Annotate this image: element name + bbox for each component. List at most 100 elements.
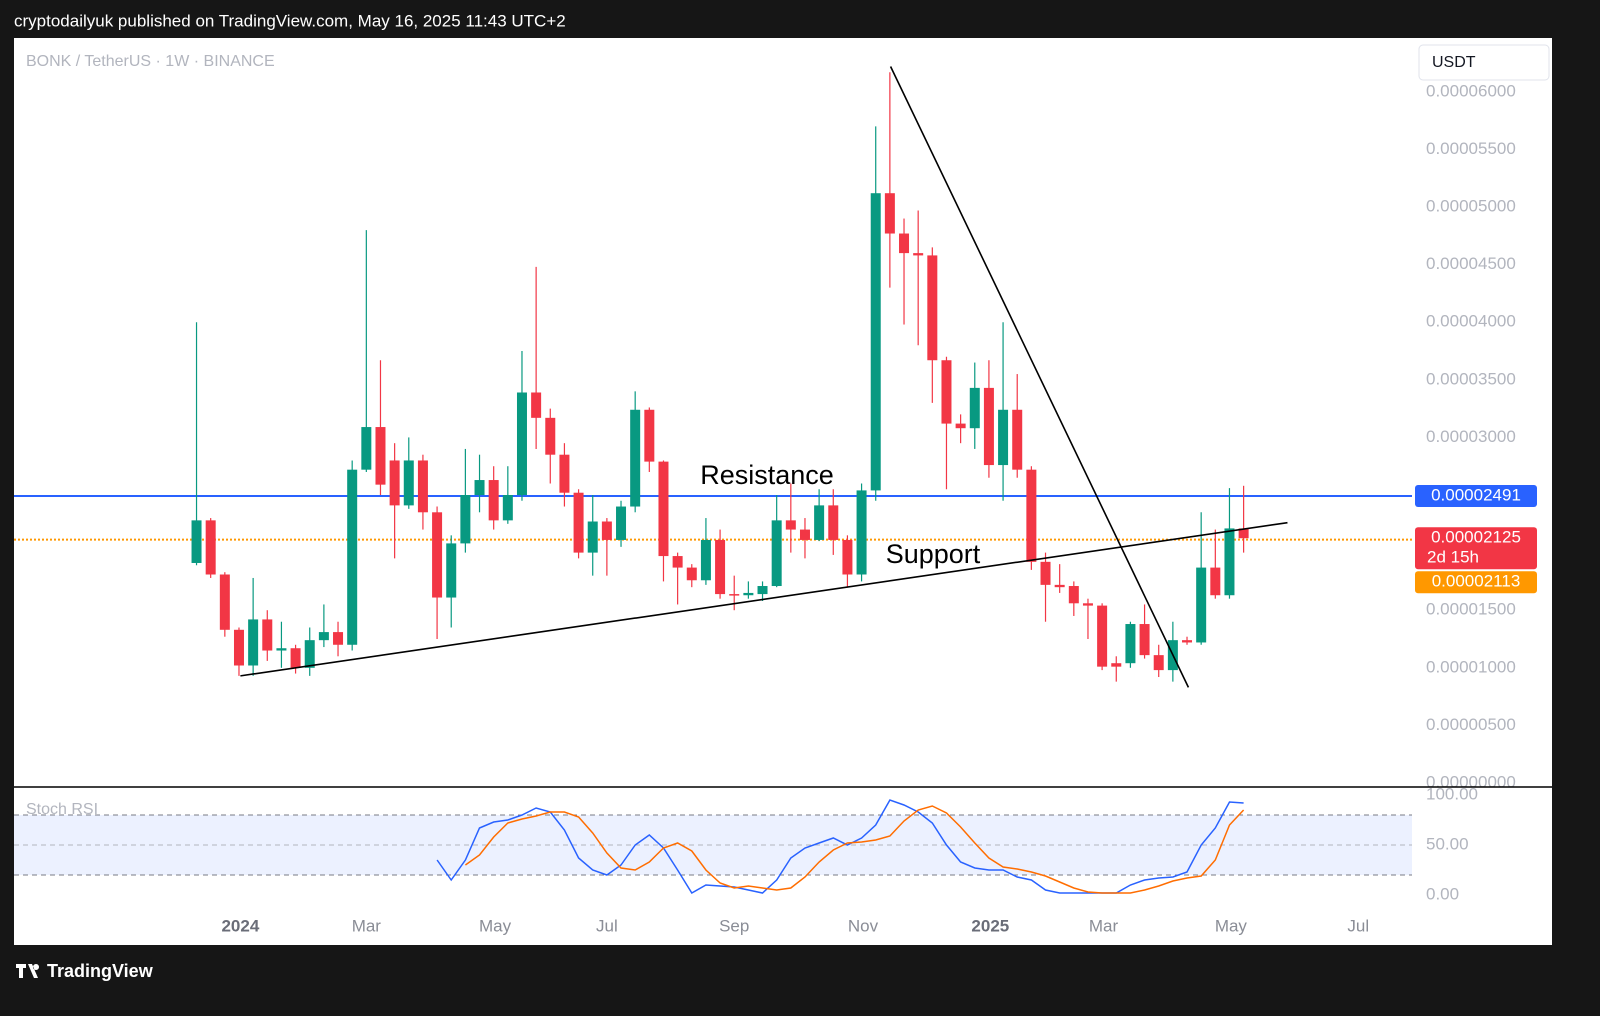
candle-body (828, 505, 839, 540)
candle-body (1224, 528, 1235, 596)
candle-body (799, 529, 810, 540)
line-price-box (1415, 485, 1537, 508)
candle-body (375, 427, 386, 485)
chart-panel (14, 38, 1552, 945)
candle-body (729, 594, 740, 596)
indicator-title: Stoch RSI (26, 801, 98, 818)
candle-body (672, 556, 683, 568)
candle-body (616, 506, 627, 540)
candle-body (1196, 567, 1207, 643)
candle-body (531, 392, 542, 418)
candle-body (233, 629, 244, 666)
line-price-box (1415, 571, 1537, 594)
candle-body (842, 539, 853, 575)
candle-body (941, 360, 952, 424)
candle-body (1097, 605, 1108, 667)
y-tick-label: 0.00000500 (1426, 715, 1516, 734)
candle-body (771, 520, 782, 587)
y-tick-label: 50.00 (1426, 834, 1469, 853)
currency-button[interactable] (1418, 44, 1550, 81)
y-tick-label: 0.00001500 (1426, 600, 1516, 619)
x-tick-label: 2024 (221, 916, 259, 935)
candle-body (757, 586, 768, 595)
y-tick-label: 0.00004500 (1426, 254, 1516, 273)
candle-body (573, 492, 584, 553)
candle-body (290, 648, 301, 668)
candle-body (262, 619, 273, 651)
stoch-line (464, 805, 1245, 894)
candle-body (814, 505, 825, 540)
candle-body (955, 423, 966, 429)
candle-body (502, 495, 513, 521)
candle-body (587, 521, 598, 553)
candle-body (1210, 567, 1221, 596)
candle-body (304, 640, 315, 668)
y-tick-label: 0.00001000 (1426, 657, 1516, 676)
candle-body (432, 512, 443, 598)
candle-body (389, 460, 400, 506)
candle-body (1238, 528, 1249, 539)
candle-body (347, 469, 358, 645)
candle-body (601, 521, 612, 540)
candle-body (743, 592, 754, 596)
candle-body (884, 193, 895, 234)
candle-body (1139, 624, 1150, 656)
candle-body (545, 417, 556, 455)
candle-body (1111, 663, 1122, 667)
y-tick-label: 0.00003000 (1426, 427, 1516, 446)
y-tick-label: 100.00 (1426, 784, 1478, 803)
stoch-pane (14, 799, 1412, 895)
y-tick-label: 0.00 (1426, 884, 1459, 903)
candle-body (998, 409, 1009, 466)
x-tick-label: Sep (719, 916, 749, 935)
candle-body (644, 409, 655, 462)
x-tick-label: Mar (352, 916, 382, 935)
x-tick-label: Jul (1347, 916, 1369, 935)
annotation: Resistance (700, 460, 834, 490)
candle-body (927, 255, 938, 361)
y-tick-label: 0.00004000 (1426, 312, 1516, 331)
line-price-label: 0.00002113 (1432, 572, 1521, 591)
logo-icon (16, 964, 40, 978)
candle-body (856, 490, 867, 575)
candle-body (488, 480, 499, 521)
candle-body (446, 543, 457, 598)
candle-body (1040, 561, 1051, 585)
candle-body (276, 648, 287, 651)
candle-body (1153, 655, 1164, 671)
candle-body (1026, 469, 1037, 562)
y-tick-label: 0.00005500 (1426, 139, 1516, 158)
candle-body (403, 460, 414, 506)
footer-logo: TradingView (16, 961, 154, 981)
candle-body (474, 480, 485, 496)
candle-body (191, 520, 202, 563)
countdown-label: 2d 15h (1427, 548, 1479, 567)
currency-label[interactable]: USDT (1432, 54, 1476, 71)
price-pane (14, 66, 1412, 688)
candle-body (1125, 624, 1136, 664)
x-tick-label: Mar (1089, 916, 1119, 935)
y-tick-label: 0.00005000 (1426, 197, 1516, 216)
candle-body (460, 495, 471, 544)
x-tick-label: Jul (596, 916, 618, 935)
candle-body (205, 520, 216, 575)
candle-body (1068, 586, 1079, 604)
candle-body (1082, 603, 1093, 606)
candle-body (333, 632, 344, 645)
candle-body (559, 454, 570, 493)
y-tick-label: 0.00006000 (1426, 81, 1516, 100)
y-tick-label: 0.00003500 (1426, 369, 1516, 388)
trendline (889, 66, 1190, 688)
candle-body (1054, 584, 1065, 588)
candle-body (983, 387, 994, 466)
line-price-label: 0.00002491 (1431, 486, 1521, 505)
candle-body (686, 567, 697, 581)
candle-body (318, 632, 329, 641)
footer-brand: TradingView (47, 961, 154, 981)
candle-body (361, 427, 372, 470)
last-price-label: 0.00002125 (1431, 528, 1521, 547)
candle-body (715, 539, 726, 595)
candle-body (516, 392, 527, 496)
